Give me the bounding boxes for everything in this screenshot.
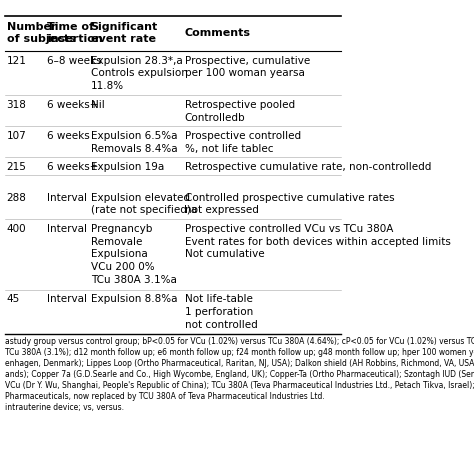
Text: 288: 288 — [7, 192, 27, 202]
Text: Interval: Interval — [47, 192, 87, 202]
Text: Number
of subjects: Number of subjects — [7, 22, 75, 45]
Text: Expulsion 19a: Expulsion 19a — [91, 162, 164, 172]
Text: astudy group versus control group; bP<0.05 for VCu (1.02%) versus TCu 380A (4.64: astudy group versus control group; bP<0.… — [5, 337, 474, 412]
Text: Significant
event rate: Significant event rate — [91, 22, 158, 45]
Text: Expulsion 28.3*,a
Controls expulsion
11.8%: Expulsion 28.3*,a Controls expulsion 11.… — [91, 55, 188, 91]
Text: 318: 318 — [7, 100, 27, 110]
Text: 215: 215 — [7, 162, 27, 172]
Text: Prospective controlled VCu vs TCu 380A
Event rates for both devices within accep: Prospective controlled VCu vs TCu 380A E… — [185, 224, 451, 259]
Text: Interval: Interval — [47, 294, 87, 304]
Text: 6 weeks+: 6 weeks+ — [47, 100, 98, 110]
Text: Expulsion 8.8%a: Expulsion 8.8%a — [91, 294, 177, 304]
Text: Interval: Interval — [47, 224, 87, 234]
Text: Expulsion 6.5%a
Removals 8.4%a: Expulsion 6.5%a Removals 8.4%a — [91, 131, 177, 154]
Text: Not life-table
1 perforation
not controlled: Not life-table 1 perforation not control… — [185, 294, 257, 330]
Text: Expulsion elevated
(rate not specified)a: Expulsion elevated (rate not specified)a — [91, 192, 197, 215]
Text: Controlled prospective cumulative rates
not expressed: Controlled prospective cumulative rates … — [185, 192, 394, 215]
Text: Time of
insertion: Time of insertion — [47, 22, 103, 45]
Text: Retrospective cumulative rate, non-controlledd: Retrospective cumulative rate, non-contr… — [185, 162, 431, 172]
Text: 107: 107 — [7, 131, 26, 141]
Text: Nil: Nil — [91, 100, 104, 110]
Text: 400: 400 — [7, 224, 26, 234]
Text: 6 weeks: 6 weeks — [47, 131, 90, 141]
Text: Pregnancyb
Removale
Expulsiona
VCu 200 0%
TCu 380A 3.1%a: Pregnancyb Removale Expulsiona VCu 200 0… — [91, 224, 176, 285]
Text: 45: 45 — [7, 294, 20, 304]
Text: 121: 121 — [7, 55, 27, 65]
Text: Prospective controlled
%, not life tablec: Prospective controlled %, not life table… — [185, 131, 301, 154]
Text: Retrospective pooled
Controlledb: Retrospective pooled Controlledb — [185, 100, 295, 123]
Text: 6–8 weeks: 6–8 weeks — [47, 55, 101, 65]
Text: Comments: Comments — [185, 28, 251, 38]
Text: 6 weeks+: 6 weeks+ — [47, 162, 98, 172]
Text: Prospective, cumulative
per 100 woman yearsa: Prospective, cumulative per 100 woman ye… — [185, 55, 310, 78]
